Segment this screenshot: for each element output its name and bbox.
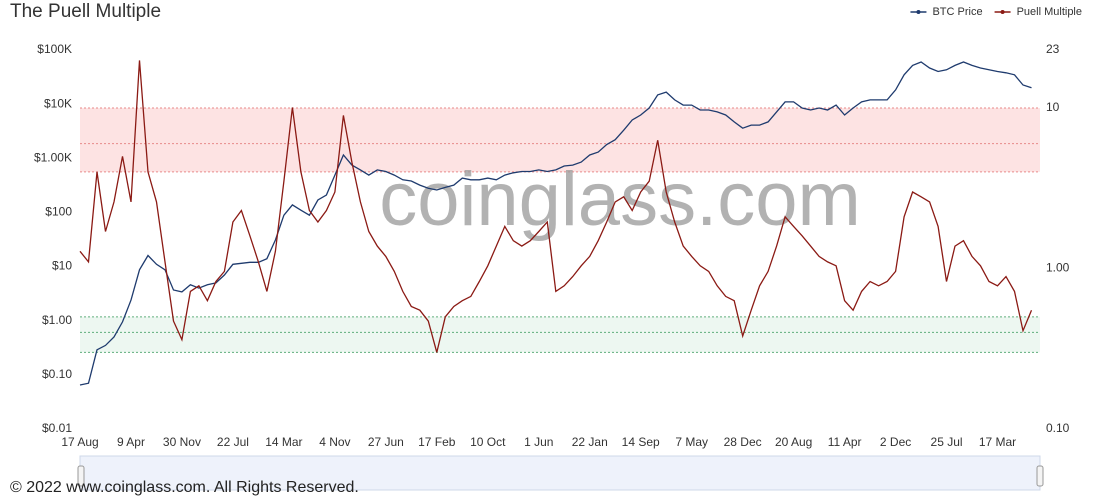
y-tick-label: $0.10 bbox=[42, 367, 72, 381]
x-tick-label: 14 Sep bbox=[622, 435, 660, 449]
series-line bbox=[79, 60, 1033, 353]
series-line bbox=[79, 61, 1032, 386]
legend-label: BTC Price bbox=[932, 6, 982, 18]
y-tick-label: $10K bbox=[44, 96, 72, 110]
y2-tick-label: 0.10 bbox=[1046, 421, 1070, 435]
x-tick-label: 4 Nov bbox=[319, 435, 350, 449]
y-tick-label: $100K bbox=[37, 42, 72, 56]
y-tick-label: $100 bbox=[45, 205, 72, 219]
navigator-handle[interactable] bbox=[77, 465, 85, 487]
legend-swatch-dot bbox=[1000, 10, 1005, 14]
navigator[interactable] bbox=[79, 455, 1041, 491]
x-tick-label: 22 Jul bbox=[217, 435, 249, 449]
x-tick-label: 17 Feb bbox=[418, 435, 456, 449]
y2-tick-label: 10 bbox=[1046, 100, 1060, 114]
x-tick-label: 11 Apr bbox=[828, 435, 862, 449]
y2-tick-label: 1.00 bbox=[1046, 261, 1070, 275]
legend-swatch-dot bbox=[916, 10, 921, 14]
chart-title: The Puell Multiple bbox=[10, 1, 161, 22]
x-tick-label: 2 Dec bbox=[880, 435, 911, 449]
x-tick-label: 7 May bbox=[675, 435, 708, 449]
band bbox=[80, 316, 1040, 353]
x-tick-label: 17 Mar bbox=[979, 435, 1016, 449]
y2-tick-label: 23 bbox=[1046, 42, 1060, 56]
y-tick-label: $10 bbox=[52, 259, 72, 273]
y-tick-label: $1.00 bbox=[42, 313, 72, 327]
x-tick-label: 22 Jan bbox=[572, 435, 608, 449]
x-tick-label: 9 Apr bbox=[117, 435, 145, 449]
x-tick-label: 14 Mar bbox=[265, 435, 302, 449]
footer: © 2022 www.coinglass.com. All Rights Res… bbox=[10, 479, 359, 496]
x-tick-label: 1 Jun bbox=[524, 435, 553, 449]
legend-label: Puell Multiple bbox=[1017, 6, 1082, 18]
x-tick-label: 28 Dec bbox=[724, 435, 762, 449]
x-tick-label: 25 Jul bbox=[931, 435, 963, 449]
x-tick-label: 20 Aug bbox=[775, 435, 812, 449]
navigator-handle[interactable] bbox=[1036, 465, 1044, 487]
x-tick-label: 30 Nov bbox=[163, 435, 201, 449]
band bbox=[80, 108, 1040, 172]
x-tick-label: 27 Jun bbox=[368, 435, 404, 449]
x-tick-label: 17 Aug bbox=[61, 435, 98, 449]
y-tick-label: $1.00K bbox=[34, 150, 72, 164]
x-tick-label: 10 Oct bbox=[470, 435, 506, 449]
y-tick-label: $0.01 bbox=[42, 421, 72, 435]
